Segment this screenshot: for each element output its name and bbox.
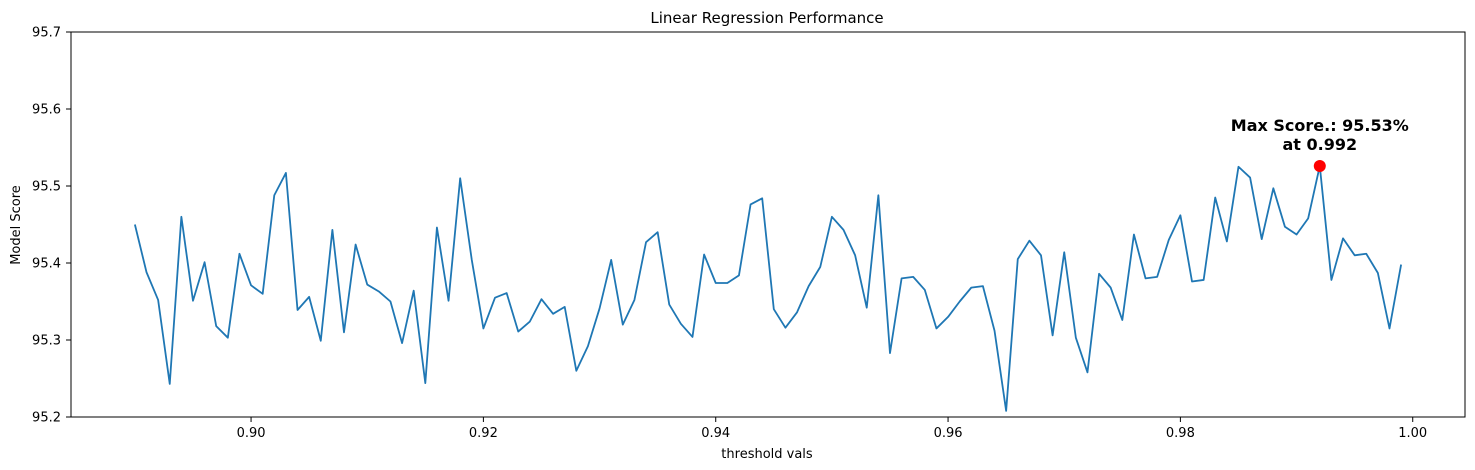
series-line — [134, 165, 1402, 412]
y-tick-label: 95.2 — [32, 411, 61, 426]
x-tick-label: 0.98 — [1166, 426, 1195, 441]
x-tick-label: 0.94 — [701, 426, 730, 441]
max-annotation-line2: at 0.992 — [1282, 135, 1357, 154]
x-axis: 0.90 0.92 0.94 0.96 0.98 1.00 — [237, 417, 1427, 441]
y-axis-title: Model Score — [9, 185, 24, 265]
x-tick-label: 0.92 — [469, 426, 498, 441]
y-tick-label: 95.7 — [32, 26, 61, 41]
x-tick-label: 1.00 — [1398, 426, 1427, 441]
plot-area: Max Score.: 95.53% at 0.992 — [70, 31, 1466, 418]
x-tick-label: 0.96 — [934, 426, 963, 441]
y-tick-label: 95.3 — [32, 334, 61, 349]
chart-title: Linear Regression Performance — [650, 9, 883, 27]
y-tick-label: 95.4 — [32, 257, 61, 272]
y-tick-label: 95.5 — [32, 180, 61, 195]
y-axis: 95.2 95.3 95.4 95.5 95.6 95.7 — [32, 26, 71, 426]
x-tick-label: 0.90 — [237, 426, 266, 441]
plot-frame — [70, 31, 1466, 418]
y-tick-label: 95.6 — [32, 103, 61, 118]
x-axis-title: threshold vals — [721, 447, 813, 462]
max-point-marker — [1313, 159, 1326, 172]
max-annotation-line1: Max Score.: 95.53% — [1231, 116, 1409, 135]
